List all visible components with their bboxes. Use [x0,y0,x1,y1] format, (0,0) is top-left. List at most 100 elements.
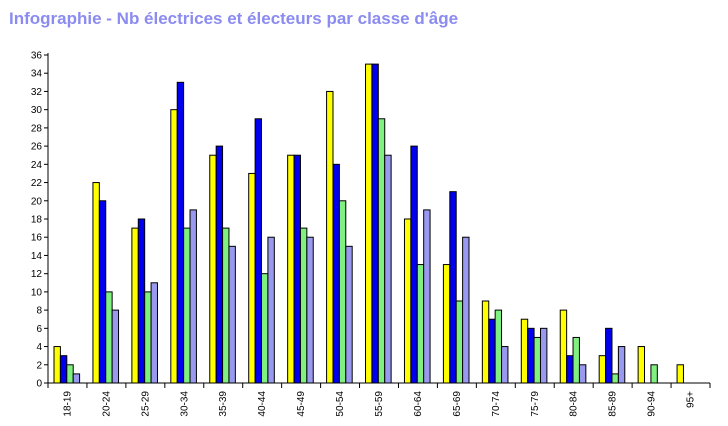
bar-45-49-s3 [299,227,308,384]
bar-85-89-s3 [611,373,619,384]
bar-35-39-s4 [228,245,236,384]
bar-18-19-s4 [72,373,81,384]
x-tick-label: 70-74 [491,391,502,417]
bar-85-89-s1 [598,355,607,384]
bar-65-69-s1 [442,264,451,384]
bar-75-79-s2 [527,327,535,384]
x-tick-label: 50-54 [335,391,346,417]
bar-30-34-s1 [170,109,178,384]
chart-marks [53,63,684,384]
bar-65-69-s4 [462,236,470,384]
bar-50-54-s3 [338,200,347,384]
bar-40-44-s1 [248,172,256,384]
y-tick-label: 12 [31,269,43,280]
y-tick-label: 4 [36,342,42,353]
bar-70-74-s3 [494,309,503,384]
bar-30-34-s3 [183,227,191,384]
bar-60-64-s1 [403,218,412,384]
y-tick-label: 28 [31,123,43,134]
y-tick-label: 24 [31,160,43,171]
bar-70-74-s4 [501,346,509,384]
x-tick-label: 65-69 [452,391,463,417]
bar-30-34-s4 [189,209,197,384]
bar-18-19-s2 [59,355,68,384]
x-tick-label: 45-49 [296,391,307,417]
y-tick-label: 10 [31,287,43,298]
bar-75-79-s4 [539,327,548,384]
y-tick-label: 32 [31,87,43,98]
bar-25-29-s2 [137,218,146,384]
x-tick-label: 30-34 [179,391,190,417]
x-tick-label: 40-44 [257,391,268,417]
bar-40-44-s3 [261,273,269,384]
y-tick-label: 30 [31,105,43,116]
x-tick-label: 25-29 [140,391,151,417]
y-tick-label: 18 [31,215,43,226]
bar-55-59-s2 [371,63,379,384]
bar-60-64-s2 [410,145,418,384]
bar-85-89-s2 [605,327,613,384]
y-tick-label: 34 [31,69,43,80]
x-tick-label: 18-19 [62,391,73,417]
chart-title: Infographie - Nb électrices et électeurs… [9,9,459,28]
x-tick-label: 60-64 [413,391,424,417]
y-tick-label: 20 [31,196,43,207]
x-tick-label: 55-59 [374,391,385,417]
bar-25-29-s4 [150,282,158,384]
x-tick-label: 20-24 [101,391,112,417]
bar-18-19-s1 [53,346,61,384]
bar-50-54-s2 [332,163,340,384]
bar-25-29-s3 [144,291,152,384]
y-tick-label: 16 [31,233,43,244]
x-tick-label: 90-94 [647,391,658,417]
bar-80-84-s3 [572,336,580,384]
y-tick-label: 2 [36,360,42,371]
x-tick-label: 85-89 [608,391,619,417]
bar-35-39-s2 [215,145,224,384]
bar-20-24-s4 [111,309,120,384]
y-tick-label: 36 [31,51,43,62]
y-tick-label: 22 [31,178,43,189]
y-tick-label: 26 [31,142,43,153]
y-tick-label: 0 [36,379,42,390]
bar-50-54-s4 [345,245,353,384]
bar-65-69-s2 [449,191,457,384]
bar-20-24-s1 [92,182,100,384]
y-tick-label: 6 [36,324,42,335]
bar-80-84-s2 [566,355,574,384]
bar-50-54-s1 [326,90,334,384]
bar-40-44-s4 [267,236,275,384]
bar-40-44-s2 [254,118,263,384]
bar-45-49-s4 [306,236,314,384]
bar-65-69-s3 [455,300,464,384]
bar-80-84-s1 [559,309,568,384]
bar-30-34-s2 [176,81,185,384]
bar-90-94-s1 [637,346,646,384]
bar-25-29-s1 [131,227,139,384]
x-tick-label: 95+ [686,391,697,408]
bar-18-19-s3 [66,364,74,384]
bar-60-64-s3 [416,264,425,384]
x-tick-label: 35-39 [218,391,229,417]
bar-90-94-s3 [650,364,658,384]
bar-55-59-s1 [365,63,373,384]
y-tick-label: 14 [31,251,43,262]
bar-60-64-s4 [423,209,431,384]
x-tick-label: 75-79 [530,391,541,417]
bar-35-39-s1 [209,154,217,384]
bar-55-59-s4 [384,154,392,384]
bar-35-39-s3 [222,227,230,384]
bar-95+-s1 [676,364,684,384]
bar-20-24-s2 [98,200,107,384]
bar-45-49-s1 [287,154,295,384]
bar-75-79-s3 [533,336,541,384]
y-tick-label: 8 [36,306,42,317]
bar-85-89-s4 [617,346,626,384]
bar-70-74-s1 [481,300,490,384]
bar-80-84-s4 [578,364,587,384]
bar-75-79-s1 [520,318,529,384]
bar-55-59-s3 [377,118,386,384]
bar-70-74-s2 [488,318,496,384]
